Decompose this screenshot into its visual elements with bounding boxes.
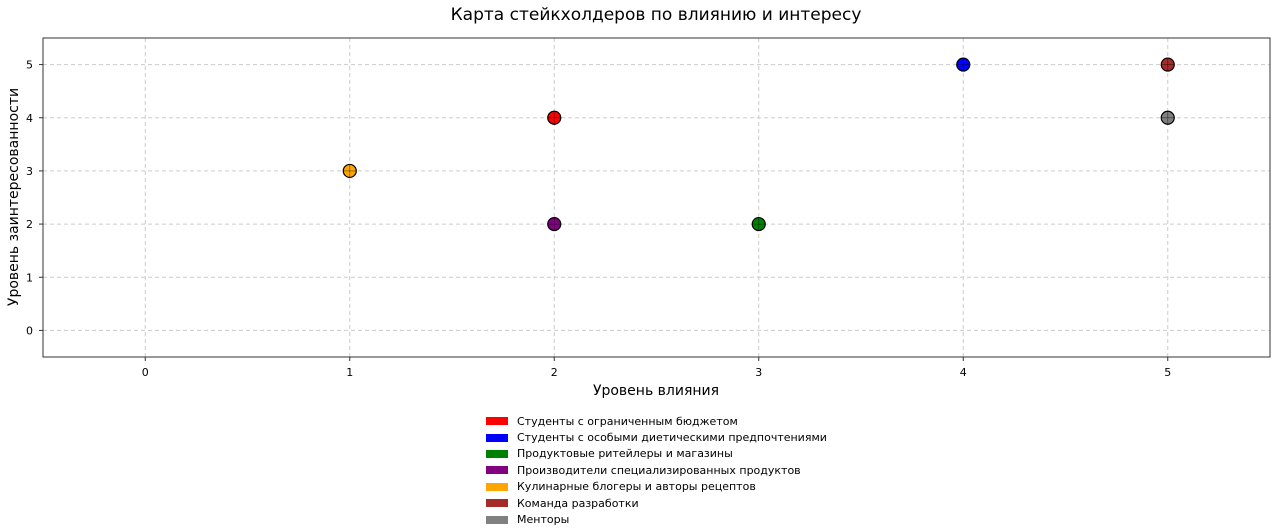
data-point-marker <box>547 110 562 125</box>
data-point <box>956 57 971 72</box>
legend-item: Студенты с ограниченным бюджетом <box>486 413 827 429</box>
data-point <box>1160 110 1175 125</box>
legend-item: Команда разработки <box>486 495 827 511</box>
data-point-marker <box>956 57 971 72</box>
x-tick-label: 5 <box>1164 366 1171 379</box>
legend-label: Кулинарные блогеры и авторы рецептов <box>517 480 756 494</box>
legend-item: Продуктовые ритейлеры и магазины <box>486 446 827 462</box>
data-point <box>547 216 562 232</box>
data-point <box>342 163 357 179</box>
x-tick-label: 3 <box>755 366 762 379</box>
chart-title: Карта стейкхолдеров по влиянию и интерес… <box>451 5 862 25</box>
data-point-marker <box>342 163 357 179</box>
data-point <box>547 110 562 125</box>
y-tick-label: 4 <box>26 112 33 125</box>
x-tick-label: 4 <box>960 366 967 379</box>
y-axis-label: Уровень заинтересованности <box>6 88 22 306</box>
x-tick-label: 1 <box>346 366 353 379</box>
data-point-marker <box>547 216 562 232</box>
y-tick-label: 5 <box>26 59 33 72</box>
x-tick-label: 2 <box>551 366 558 379</box>
x-axis-label: Уровень влияния <box>593 383 719 399</box>
legend-swatch <box>486 482 508 491</box>
x-tick-label: 0 <box>142 366 149 379</box>
legend-swatch <box>486 433 508 442</box>
legend-item: Производители специализированных продукт… <box>486 462 827 478</box>
grid-lines <box>43 38 1270 357</box>
data-point <box>1160 57 1175 72</box>
data-points <box>342 57 1175 232</box>
legend-label: Менторы <box>517 513 570 527</box>
y-tick-label: 3 <box>26 165 33 178</box>
legend-item: Студенты с особыми диетическими предпочт… <box>486 429 827 445</box>
y-tick-label: 1 <box>26 271 33 284</box>
plot-frame <box>42 37 1271 358</box>
legend-item: Кулинарные блогеры и авторы рецептов <box>486 479 827 495</box>
legend-item: Менторы <box>486 511 827 527</box>
data-point-marker <box>1160 57 1175 72</box>
legend-label: Команда разработки <box>517 496 639 510</box>
legend-label: Студенты с ограниченным бюджетом <box>517 414 738 428</box>
y-tick-label: 2 <box>26 218 33 231</box>
legend-swatch <box>486 449 508 458</box>
legend-swatch <box>486 515 508 524</box>
legend-label: Производители специализированных продукт… <box>517 463 801 477</box>
data-point-marker <box>1160 110 1175 125</box>
data-point <box>751 216 766 232</box>
legend-swatch <box>486 417 508 426</box>
axis-ticks: 0 1 2 3 4 5 0 1 2 3 4 5 <box>26 59 1171 379</box>
legend-swatch <box>486 499 508 508</box>
legend: Студенты с ограниченным бюджетом Студенты… <box>486 413 827 528</box>
legend-label: Студенты с особыми диетическими предпочт… <box>517 431 827 445</box>
y-tick-label: 0 <box>26 324 33 337</box>
data-point-marker <box>751 216 766 232</box>
legend-swatch <box>486 466 508 475</box>
legend-label: Продуктовые ритейлеры и магазины <box>517 447 733 461</box>
